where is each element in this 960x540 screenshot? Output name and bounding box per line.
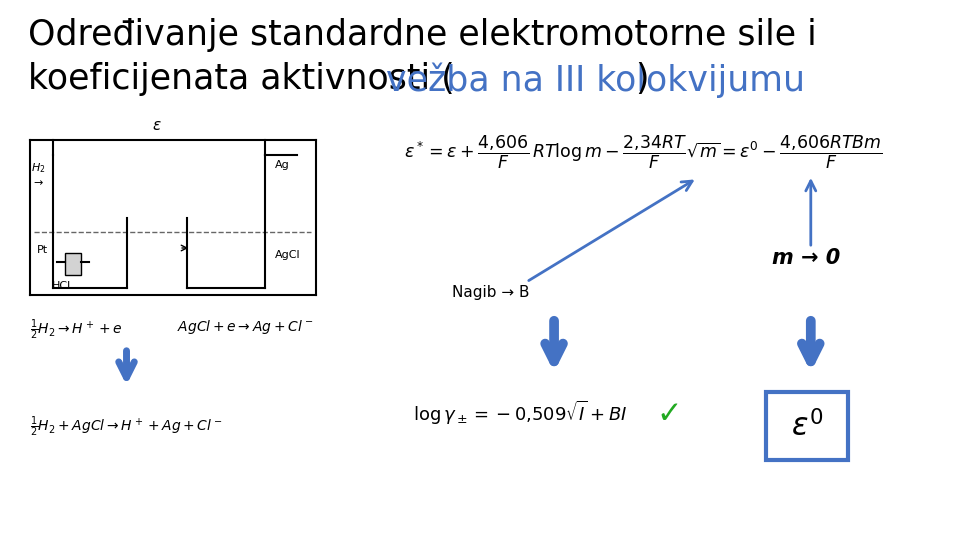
Text: $\frac{1}{2}H_2 + AgCl \rightarrow H^+ + Ag + Cl^-$: $\frac{1}{2}H_2 + AgCl \rightarrow H^+ +… [30,415,222,440]
Text: $\checkmark$: $\checkmark$ [656,399,678,428]
Text: $\varepsilon^* = \varepsilon + \dfrac{4{,}606}{F}\,RT\log m - \dfrac{2{,}34RT}{F: $\varepsilon^* = \varepsilon + \dfrac{4{… [403,133,882,171]
FancyBboxPatch shape [766,392,848,460]
Text: Nagib → B: Nagib → B [452,285,530,300]
Text: ): ) [636,62,649,96]
Text: m → 0: m → 0 [772,248,840,268]
Text: AgCl: AgCl [276,250,300,260]
Text: $H_2$: $H_2$ [32,161,46,175]
Text: Određivanje standardne elektromotorne sile i: Određivanje standardne elektromotorne si… [28,18,816,52]
Text: vežba na III kolokvijumu: vežba na III kolokvijumu [386,62,805,98]
Text: Pt: Pt [36,245,48,255]
Text: Ag: Ag [276,160,290,170]
Text: $AgCl + e \rightarrow Ag + Cl^-$: $AgCl + e \rightarrow Ag + Cl^-$ [178,318,314,336]
Text: HCl: HCl [52,281,71,291]
Bar [64,253,82,275]
Text: $\frac{1}{2}H_2 \rightarrow H^+ + e$: $\frac{1}{2}H_2 \rightarrow H^+ + e$ [30,318,122,342]
Text: koeficijenata aktivnosti (: koeficijenata aktivnosti ( [28,62,454,96]
Text: $\varepsilon$: $\varepsilon$ [152,118,162,133]
Text: $\log\gamma_\pm = -0{,}509\sqrt{I} + BI$: $\log\gamma_\pm = -0{,}509\sqrt{I} + BI$ [413,399,627,427]
Text: $\varepsilon^0$: $\varepsilon^0$ [791,410,823,442]
Text: $\rightarrow$: $\rightarrow$ [32,177,44,187]
